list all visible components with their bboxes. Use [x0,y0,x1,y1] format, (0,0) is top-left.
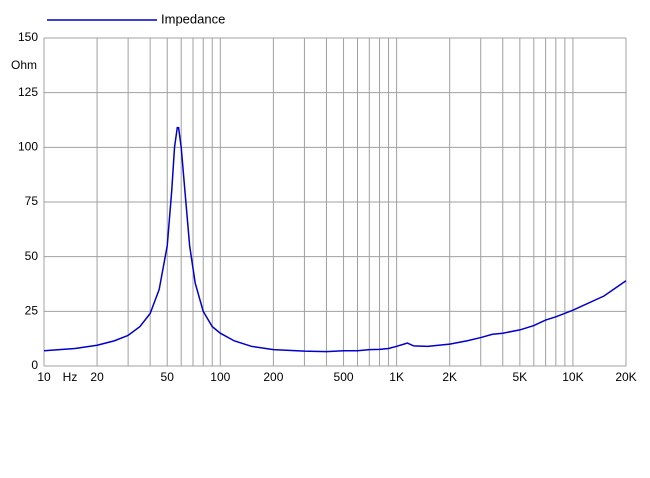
y-tick-label: 50 [25,249,39,263]
y-tick-label: 25 [25,304,39,318]
x-tick-label: 10K [562,370,583,384]
y-tick-label: 150 [18,30,38,44]
x-axis-label: Hz [63,370,78,384]
y-tick-label: 100 [18,140,38,154]
y-tick-label: 125 [18,85,38,99]
y-axis-label: Ohm [11,58,37,72]
x-tick-label: 5K [513,370,528,384]
x-tick-label: 20K [615,370,636,384]
y-tick-label: 75 [25,194,39,208]
impedance-line [43,126,627,353]
y-tick-label: 0 [31,358,38,372]
x-tick-label: 100 [210,370,230,384]
x-tick-label: 500 [334,370,354,384]
x-tick-label: 10 [37,370,51,384]
x-tick-label: 20 [90,370,104,384]
legend-label: Impedance [161,11,225,26]
x-tick-label: 50 [161,370,175,384]
x-tick-label: 1K [389,370,404,384]
x-tick-label: 2K [442,370,457,384]
x-tick-label: 200 [263,370,283,384]
